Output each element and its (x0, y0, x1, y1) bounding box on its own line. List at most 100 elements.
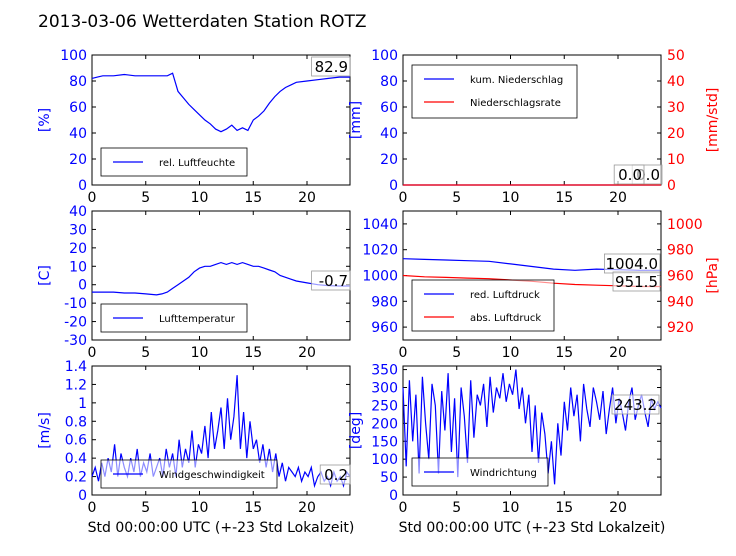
y-tick-label: 1 (78, 396, 87, 412)
x-tick-label: 10 (502, 345, 520, 361)
x-tick-label: 0 (399, 190, 408, 206)
legend-box (411, 64, 578, 119)
panel-temperature: 0 5 10 15 20 -30 -20 -10 0 10 20 30 40 [C] Lufttempera… (37, 204, 351, 361)
value-annotation-box (319, 464, 351, 485)
x-tick-label: 0 (399, 345, 408, 361)
x-axis-label: Std 00:00:00 UTC (+-23 Std Lokalzeit) (399, 520, 666, 536)
y-tick-label: 60 (380, 100, 398, 116)
x-tick-label: 15 (555, 500, 573, 516)
y-tick-label: 0 (389, 488, 398, 504)
legend-label: abs. Luftdruck (470, 313, 541, 324)
x-tick-label: 0 (88, 345, 97, 361)
legend-label: Windgeschwindigkeit (159, 470, 265, 481)
x-tick-label: 0 (88, 190, 97, 206)
value-annotation: 243.2 (614, 396, 657, 414)
y-tick-label: 40 (69, 204, 87, 220)
x-tick-label: 15 (555, 190, 573, 206)
y-tick-label: -20 (64, 315, 87, 331)
x-tick-label: 20 (609, 500, 627, 516)
legend-label: rel. Luftfeuchte (159, 158, 235, 169)
y2-tick-label: 40 (667, 74, 685, 90)
x-tick-label: 20 (298, 500, 316, 516)
panel-pressure: 0 5 10 15 20 960 980 1000 1020 1040 920 940 960 980 10… (362, 210, 721, 361)
plot-frame (91, 365, 351, 496)
y-tick-label: 980 (371, 294, 398, 310)
y-tick-label: 1000 (362, 269, 398, 285)
y-axis-label: [deg] (348, 412, 364, 449)
y-tick-label: 20 (69, 152, 87, 168)
legend-label: Lufttemperatur (159, 314, 236, 325)
x-tick-label: 15 (244, 190, 262, 206)
x-tick-label: 20 (298, 345, 316, 361)
y-tick-label: 960 (371, 320, 398, 336)
y-tick-label: 20 (380, 152, 398, 168)
y-tick-label: 100 (371, 48, 398, 64)
y-tick-label: 80 (380, 74, 398, 90)
y-tick-label: 100 (371, 452, 398, 468)
y-tick-label: 150 (371, 434, 398, 450)
y-tick-label: 0 (389, 178, 398, 194)
y-tick-label: 10 (69, 259, 87, 275)
legend-box (411, 279, 555, 332)
panel-precip: 0 5 10 15 20 0 20 40 60 80 100 0 10 20 30 40 50 [mm] [mm/s… (348, 48, 721, 206)
y-tick-label: -30 (64, 333, 87, 349)
series-line (91, 72, 350, 133)
value-annotation-box (613, 164, 645, 185)
y-tick-label: 0.2 (65, 470, 87, 486)
x-tick-label: 20 (609, 190, 627, 206)
y-tick-label: 60 (69, 100, 87, 116)
y-tick-label: 200 (371, 416, 398, 432)
y-tick-label: 300 (371, 381, 398, 397)
y2-axis-label: [hPa] (705, 257, 721, 293)
legend-label: kum. Niederschlag (470, 75, 563, 86)
y-tick-label: 30 (69, 222, 87, 238)
y-tick-label: 0.8 (65, 414, 87, 430)
y-axis-label: [C] (37, 265, 53, 286)
y-tick-label: 350 (371, 363, 398, 379)
value-annotation-box (611, 394, 660, 415)
y2-tick-label: 50 (667, 48, 685, 64)
x-tick-label: 5 (452, 190, 461, 206)
y-tick-label: 250 (371, 398, 398, 414)
x-tick-label: 10 (191, 500, 209, 516)
y-axis-label: [mm] (348, 101, 364, 139)
y-axis-label: [%] (37, 108, 53, 132)
x-tick-label: 5 (452, 500, 461, 516)
x-tick-label: 15 (244, 345, 262, 361)
legend-label: Niederschlagsrate (470, 98, 561, 109)
y-tick-label: 0.4 (65, 451, 87, 467)
series-line (92, 261, 350, 296)
y-tick-label: 0 (78, 278, 87, 294)
y2-tick-label: 1000 (667, 217, 703, 233)
x-tick-label: 20 (298, 190, 316, 206)
y-tick-label: 1040 (362, 217, 398, 233)
value-annotation: -0.7 (319, 272, 348, 290)
y-tick-label: 20 (69, 241, 87, 257)
y-tick-label: 0.6 (65, 433, 87, 449)
y2-tick-label: 20 (667, 126, 685, 142)
value-annotation-box (612, 271, 661, 292)
y-axis-label: [m/s] (37, 412, 53, 449)
value-annotation-box (311, 56, 351, 77)
x-tick-label: 5 (141, 500, 150, 516)
x-tick-label: 15 (244, 500, 262, 516)
y-tick-label: 1020 (362, 243, 398, 259)
x-tick-label: 0 (399, 500, 408, 516)
x-tick-label: 15 (555, 345, 573, 361)
plot-frame (402, 365, 662, 496)
y2-tick-label: 980 (667, 243, 694, 259)
value-annotation: 0.0 (618, 166, 642, 184)
x-tick-label: 5 (141, 345, 150, 361)
value-annotation: 1004.0 (606, 255, 659, 273)
y-tick-label: 40 (380, 126, 398, 142)
y-tick-label: 100 (60, 48, 87, 64)
x-tick-label: 10 (502, 190, 520, 206)
y2-tick-label: 0 (667, 178, 676, 194)
y2-axis-label: [mm/std] (705, 88, 721, 153)
y-tick-label: -10 (64, 296, 87, 312)
y2-tick-label: 30 (667, 100, 685, 116)
y2-tick-label: 940 (667, 294, 694, 310)
